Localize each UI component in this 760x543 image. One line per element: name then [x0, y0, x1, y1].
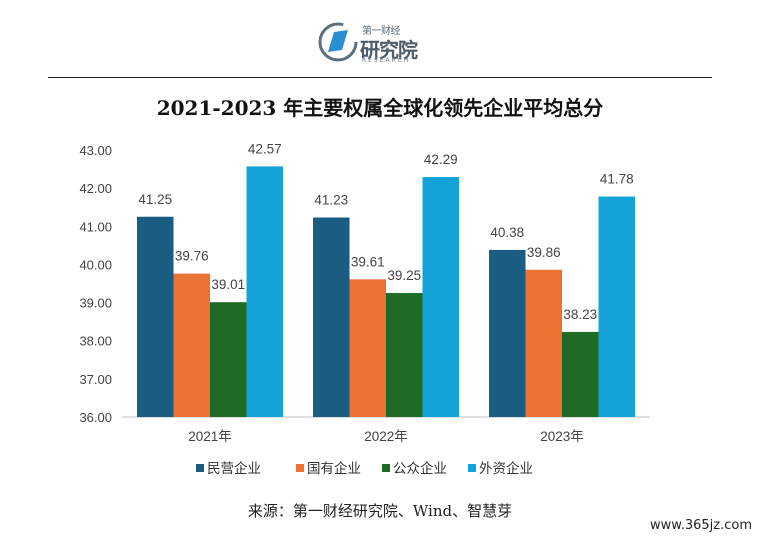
- logo-mark-icon: [318, 22, 358, 62]
- bar-chart: 36.00 37.00 38.00 39.00 40.00 41.00 42.00 43.00…: [79, 141, 650, 477]
- legend-label: 国有企业: [307, 460, 361, 477]
- bar: [562, 331, 599, 417]
- x-tick-label: 2021年: [188, 429, 232, 444]
- data-label: 42.29: [424, 152, 458, 167]
- bar: [386, 293, 423, 417]
- legend-label: 民营企业: [207, 460, 261, 477]
- legend-swatch: [468, 464, 476, 472]
- logo-text-top: 第一财经: [362, 26, 401, 37]
- x-tick-label: 2022年: [364, 429, 408, 444]
- x-tick-label: 2023年: [540, 429, 584, 444]
- chart-title: 2021-2023 年主要权属全球化领先企业平均总分: [156, 96, 604, 120]
- bar: [349, 279, 386, 417]
- bar: [210, 302, 247, 417]
- bar: [246, 166, 283, 417]
- watermark: www.365jz.com: [650, 518, 752, 533]
- data-label: 41.25: [138, 192, 172, 207]
- legend-label: 外资企业: [479, 460, 533, 477]
- data-label: 39.76: [175, 249, 209, 264]
- bar: [525, 269, 562, 417]
- legend-swatch: [382, 464, 390, 472]
- bar: [489, 249, 526, 417]
- bar: [313, 217, 350, 417]
- legend-swatch: [296, 464, 304, 472]
- logo-text-main: 研究院: [360, 38, 418, 62]
- y-tick-label: 41.00: [79, 219, 112, 234]
- y-tick-label: 37.00: [79, 372, 112, 387]
- bar: [598, 196, 635, 417]
- data-label: 42.57: [248, 141, 282, 156]
- bar: [173, 273, 210, 417]
- data-label: 41.23: [314, 193, 348, 208]
- y-tick-label: 38.00: [79, 334, 112, 349]
- bar: [137, 216, 174, 417]
- source-note: 来源：第一财经研究院、Wind、智慧芽: [247, 502, 513, 520]
- y-tick-label: 42.00: [79, 181, 112, 196]
- data-label: 39.25: [387, 268, 421, 283]
- data-label: 41.78: [600, 172, 634, 187]
- y-tick-label: 39.00: [79, 296, 112, 311]
- logo: 第一财经 研究院 RESEARCH: [318, 20, 428, 64]
- data-label: 39.61: [351, 254, 385, 269]
- data-label: 39.01: [211, 277, 245, 292]
- logo-text-research: RESEARCH: [362, 57, 411, 64]
- legend-swatch: [196, 464, 204, 472]
- data-label: 39.86: [527, 245, 561, 260]
- data-label: 38.23: [563, 307, 597, 322]
- y-tick-label: 43.00: [79, 143, 112, 158]
- bar: [422, 177, 459, 417]
- y-tick-label: 40.00: [79, 257, 112, 272]
- y-tick-label: 36.00: [79, 410, 112, 425]
- legend-label: 公众企业: [393, 460, 447, 477]
- header-divider: [48, 77, 712, 78]
- data-label: 40.38: [490, 225, 524, 240]
